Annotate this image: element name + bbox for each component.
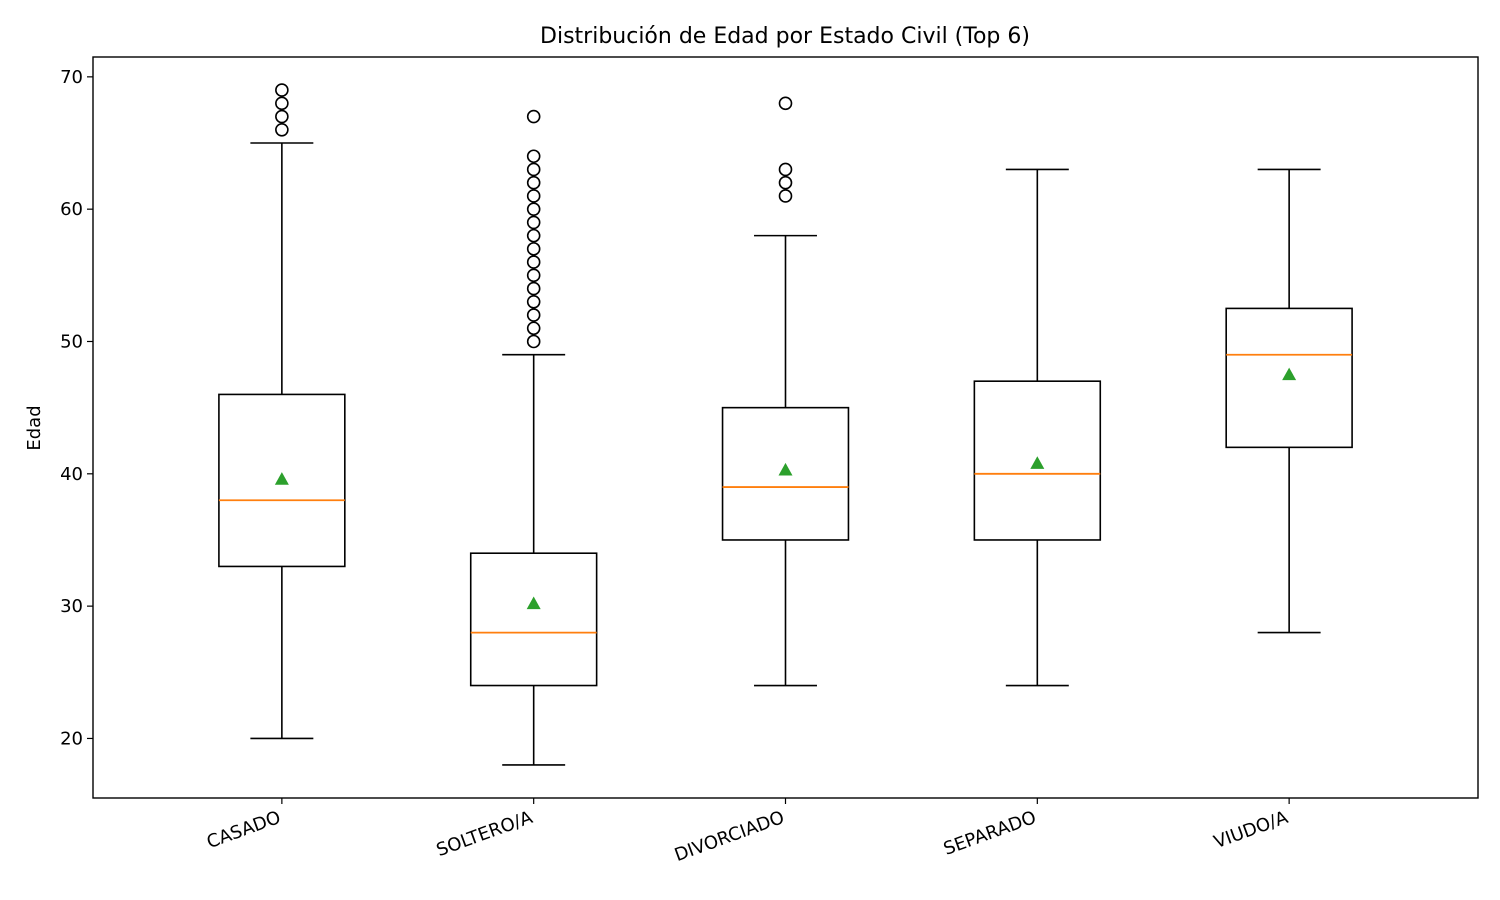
outlier-point	[275, 122, 289, 137]
iqr-box	[218, 393, 346, 568]
y-tick-label: 40	[60, 464, 83, 485]
iqr-box	[973, 380, 1102, 541]
mean-marker	[778, 462, 793, 476]
y-tick-label: 60	[60, 199, 83, 220]
outlier-point	[526, 294, 541, 309]
mean-marker	[1030, 456, 1045, 469]
outlier-point	[526, 109, 541, 124]
outlier-point	[526, 215, 541, 230]
box-viudo-a	[1225, 168, 1353, 634]
x-tick-label: VIUDO/A	[1211, 807, 1291, 853]
box-divorciado	[721, 96, 850, 687]
outlier-point	[526, 228, 541, 243]
box-casado	[218, 83, 346, 740]
outlier-point	[526, 162, 541, 177]
iqr-box	[1225, 307, 1353, 449]
box-separado	[973, 168, 1102, 687]
y-tick-label: 70	[60, 67, 83, 88]
outlier-point	[275, 83, 289, 97]
box-soltero-a	[469, 109, 598, 766]
outlier-point	[526, 268, 541, 283]
outlier-point	[526, 308, 541, 322]
outlier-point	[526, 334, 541, 349]
y-axis-label: Edad	[24, 405, 45, 450]
y-tick-label: 50	[60, 331, 83, 352]
outlier-point	[526, 321, 541, 336]
x-axis: CASADO SOLTERO/A DIVORCIADO SEPARADO VIUDO/A	[204, 798, 1291, 866]
y-tick-label: 30	[60, 596, 83, 617]
x-tick-label: CASADO	[204, 807, 284, 853]
y-tick-label: 20	[60, 728, 83, 749]
mean-marker	[526, 596, 541, 610]
outlier-point	[778, 96, 793, 111]
chart-title: Distribución de Edad por Estado Civil (T…	[540, 24, 1030, 49]
outlier-point	[526, 149, 541, 164]
boxes-group	[218, 83, 1353, 766]
plot-area-frame	[92, 56, 1479, 799]
x-tick-label: SOLTERO/A	[434, 807, 536, 861]
outlier-point	[526, 281, 541, 296]
x-tick-label: DIVORCIADO	[672, 807, 787, 866]
mean-marker	[1282, 367, 1297, 381]
outlier-point	[526, 255, 541, 269]
outlier-point	[526, 202, 541, 216]
outlier-point	[526, 189, 541, 203]
outlier-point	[778, 175, 793, 190]
outlier-point	[526, 242, 541, 256]
outlier-point	[778, 189, 793, 203]
y-axis: 20 30 40 50 60 70	[60, 67, 93, 749]
outlier-point	[778, 162, 793, 177]
x-tick-label: SEPARADO	[941, 807, 1039, 860]
outlier-point	[526, 175, 541, 190]
iqr-box	[721, 406, 850, 541]
mean-marker	[274, 472, 289, 485]
outlier-point	[275, 109, 289, 124]
outlier-point	[275, 96, 289, 111]
iqr-box	[469, 552, 598, 687]
